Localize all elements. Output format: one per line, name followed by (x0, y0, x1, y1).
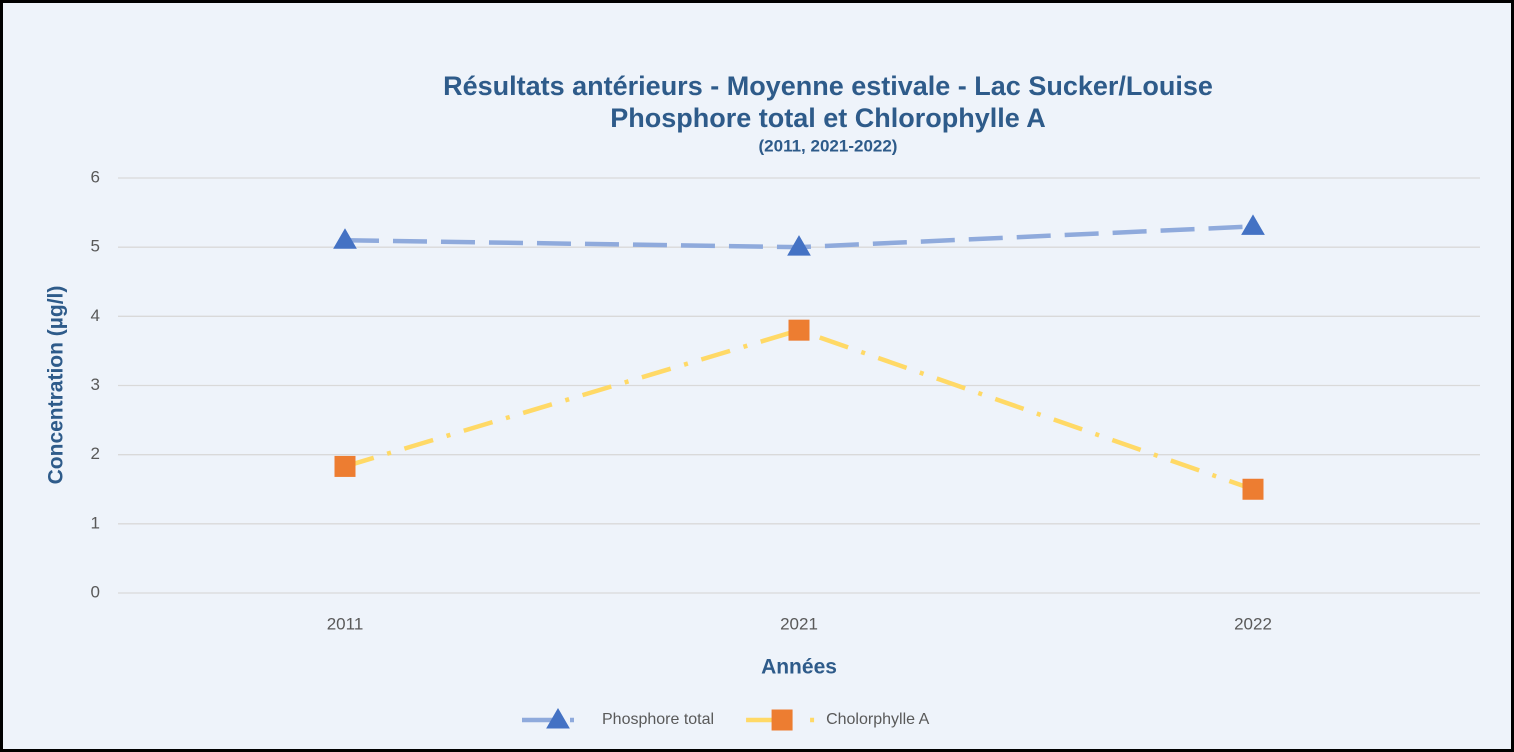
y-tick-label: 2 (91, 444, 100, 463)
chart-title: Phosphore total et Chlorophylle A (610, 103, 1046, 133)
legend-marker (546, 708, 570, 729)
legend-label: Phosphore total (602, 711, 714, 728)
y-tick-label: 1 (91, 513, 100, 532)
data-marker (333, 228, 357, 249)
legend-marker (771, 709, 793, 731)
y-tick-label: 5 (91, 237, 100, 256)
data-marker (1242, 478, 1264, 500)
y-axis-title: Concentration (µg/l) (45, 286, 68, 485)
data-marker (788, 319, 810, 341)
x-tick-label: 2022 (1234, 614, 1272, 633)
x-tick-label: 2021 (780, 614, 818, 633)
x-axis-title: Années (761, 656, 837, 679)
chart-title: Résultats antérieurs - Moyenne estivale … (443, 71, 1213, 101)
y-tick-label: 3 (91, 375, 100, 394)
x-tick-label: 2011 (327, 614, 364, 633)
data-marker (1241, 214, 1265, 235)
y-tick-label: 4 (91, 306, 100, 325)
legend-label: Cholorphylle A (826, 711, 930, 728)
data-marker (787, 235, 811, 256)
data-marker (334, 455, 356, 477)
y-tick-label: 0 (91, 582, 100, 601)
y-tick-label: 6 (91, 167, 100, 186)
chart-subtitle: (2011, 2021-2022) (759, 136, 898, 155)
